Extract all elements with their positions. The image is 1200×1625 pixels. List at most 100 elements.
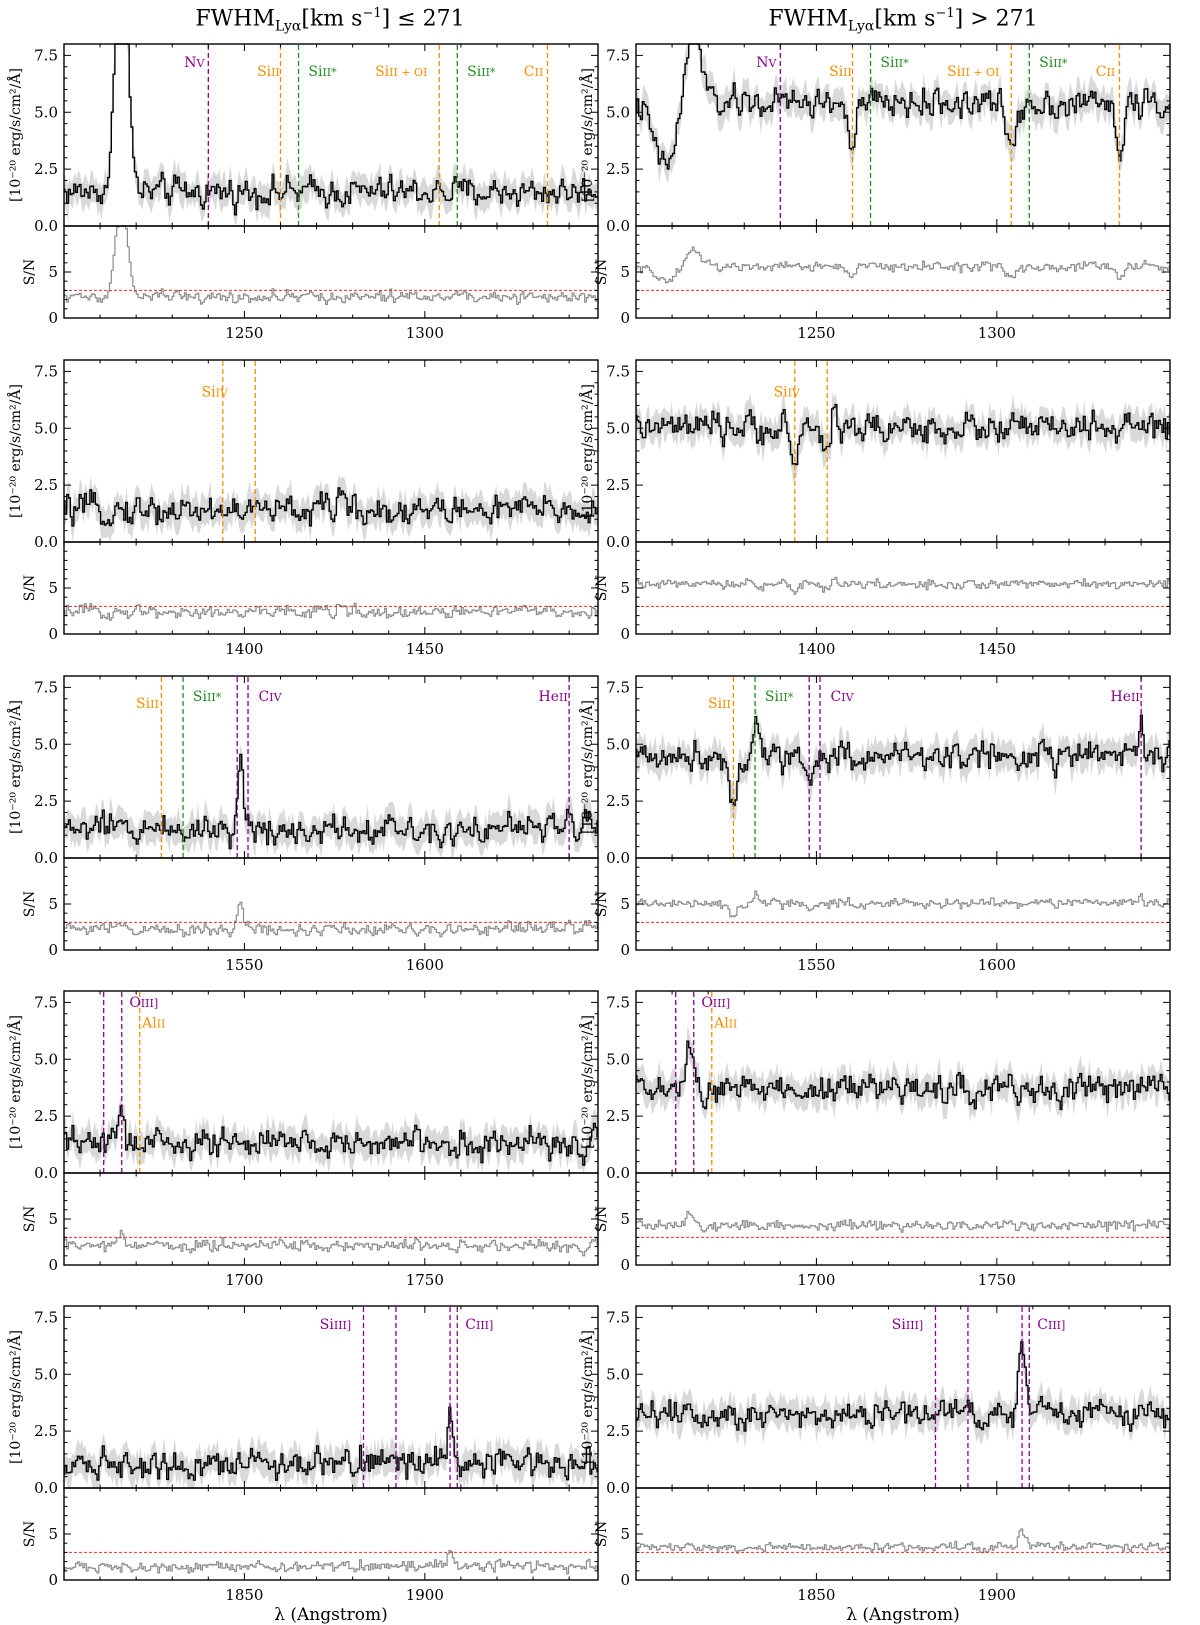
x-tick-label: 1700 [225, 1271, 263, 1289]
x-tick-label: 1550 [225, 956, 263, 974]
x-tick-label: 1450 [406, 640, 444, 658]
sn-curve [64, 225, 598, 305]
y-tick-label: 2.5 [34, 1422, 58, 1440]
x-tick-label: 1250 [225, 324, 263, 342]
sn-axes-frame [63, 857, 599, 951]
flux-spectrum-line [64, 1105, 598, 1166]
x-tick-label: 1600 [978, 956, 1016, 974]
y-tick-label: 2.5 [606, 1107, 630, 1125]
sn-curve [636, 1528, 1170, 1554]
y-tick-label: 5 [48, 895, 58, 913]
error-band [636, 701, 1170, 822]
x-tick-label: 1250 [797, 324, 835, 342]
spectral-line-label: CIV [831, 689, 855, 705]
error-band [636, 391, 1170, 483]
y-tick-label: 5 [48, 1210, 58, 1228]
sn-curve [636, 890, 1170, 918]
y-tick-label: 0 [620, 309, 630, 327]
sn-axis-label: S/N [594, 1521, 610, 1548]
y-tick-label: 2.5 [34, 476, 58, 494]
sn-curve [636, 1210, 1170, 1233]
sn-curve [64, 901, 598, 938]
y-tick-label: 0.0 [606, 1164, 630, 1182]
y-tick-label: 5.0 [606, 1050, 630, 1068]
flux-axis-label: [10⁻²⁰ erg/s/cm²/Å] [578, 700, 596, 834]
x-tick-label: 1700 [797, 1271, 835, 1289]
y-tick-label: 5 [620, 1210, 630, 1228]
sn-axis-label: S/N [22, 1521, 38, 1548]
spectral-line-label: SiII [708, 696, 731, 712]
flux-axis-label: [10⁻²⁰ erg/s/cm²/Å] [6, 1015, 24, 1149]
flux-spectrum-line [64, 753, 598, 850]
y-tick-label: 0.0 [606, 533, 630, 551]
y-tick-label: 5 [620, 895, 630, 913]
error-band [636, 1324, 1170, 1448]
y-tick-label: 0 [48, 625, 58, 643]
y-tick-label: 0 [620, 625, 630, 643]
y-tick-label: 5.0 [606, 735, 630, 753]
y-tick-label: 7.5 [34, 46, 58, 64]
y-tick-label: 7.5 [606, 678, 630, 696]
spectral-line-label: NV [756, 55, 777, 71]
spectral-line-label: CIII] [465, 1317, 493, 1333]
sn-axis-label: S/N [594, 1206, 610, 1233]
spectrum-panel: SiIV 0.0 2.5 5.0 7.5 1400 1450 0 5 [10⁻²⁰ erg/s/c… [6, 359, 599, 658]
flux-axis-label: [10⁻²⁰ erg/s/cm²/Å] [6, 68, 24, 202]
spectral-line-label: SiII* [1039, 55, 1068, 71]
sn-axes-frame [63, 1172, 599, 1266]
spectral-line-label: SiII [136, 696, 159, 712]
y-tick-label: 2.5 [34, 160, 58, 178]
flux-axis-label: [10⁻²⁰ erg/s/cm²/Å] [578, 1330, 596, 1464]
y-tick-label: 5 [620, 1525, 630, 1543]
spectral-line-label: CIV [259, 689, 283, 705]
spectral-line-label: SiII* [308, 64, 337, 80]
y-tick-label: 5.0 [34, 1050, 58, 1068]
y-tick-label: 5 [48, 579, 58, 597]
y-tick-label: 0 [48, 1256, 58, 1274]
sn-axis-label: S/N [22, 259, 38, 286]
flux-spectrum-line [64, 487, 598, 527]
y-tick-label: 5.0 [34, 419, 58, 437]
sn-curve [64, 602, 598, 621]
y-tick-label: 2.5 [34, 792, 58, 810]
sn-curve [64, 1229, 598, 1257]
y-tick-label: 5.0 [606, 1365, 630, 1383]
y-tick-label: 0.0 [606, 1479, 630, 1497]
sn-axes-frame [635, 225, 1171, 319]
spectral-line-label: HeII [1111, 689, 1140, 705]
x-tick-label: 1600 [406, 956, 444, 974]
y-tick-label: 7.5 [34, 678, 58, 696]
error-band [64, 474, 598, 542]
x-tick-label: 1550 [797, 956, 835, 974]
y-tick-label: 0.0 [34, 1479, 58, 1497]
sn-axes-frame [635, 541, 1171, 635]
y-tick-label: 5 [48, 1525, 58, 1543]
y-tick-label: 0.0 [34, 217, 58, 235]
y-tick-label: 0.0 [606, 217, 630, 235]
spectral-line-label: SiIV [774, 384, 801, 400]
spectral-line-label: SiII* [193, 689, 222, 705]
y-tick-label: 7.5 [34, 362, 58, 380]
sn-axis-label: S/N [594, 575, 610, 602]
sn-axis-label: S/N [22, 1206, 38, 1233]
flux-spectrum-line [64, 43, 598, 216]
y-tick-label: 0.0 [34, 533, 58, 551]
spectrum-panel: OIII] AlII 0.0 2.5 5.0 7.5 1700 1750 0 5 [10⁻²⁰ er… [6, 990, 599, 1289]
spectral-line-label: SiII [257, 64, 280, 80]
y-tick-label: 7.5 [606, 46, 630, 64]
x-axis-label: λ (Angstrom) [274, 1605, 388, 1625]
spectral-line-label: CIII] [1037, 1317, 1065, 1333]
sn-axis-label: S/N [22, 891, 38, 918]
y-tick-label: 7.5 [34, 993, 58, 1011]
spectral-line-label: HeII [539, 689, 568, 705]
spectral-line-label: SiIII] [320, 1317, 351, 1333]
spectrum-panel: SiII SiII* CIV HeII 0.0 2.5 5.0 7.5 1550 1600 0 5 [1… [6, 675, 599, 974]
y-tick-label: 0 [48, 1571, 58, 1589]
y-tick-label: 7.5 [606, 1308, 630, 1326]
x-tick-label: 1300 [978, 324, 1016, 342]
y-tick-label: 0.0 [606, 849, 630, 867]
spectral-line-label: OIII] [701, 995, 730, 1011]
sn-curve [636, 576, 1170, 595]
y-tick-label: 0 [48, 309, 58, 327]
spectral-line-label: CII [524, 64, 543, 80]
